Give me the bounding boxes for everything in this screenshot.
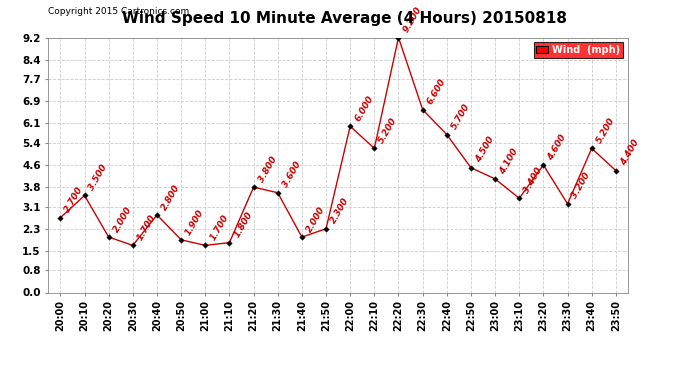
Text: 9.200: 9.200 — [402, 5, 424, 34]
Text: Copyright 2015 Cartronics.com: Copyright 2015 Cartronics.com — [48, 7, 190, 16]
Text: 2.300: 2.300 — [329, 196, 351, 225]
Text: 4.400: 4.400 — [619, 138, 641, 167]
Text: 3.500: 3.500 — [88, 163, 110, 192]
Text: 4.100: 4.100 — [498, 147, 520, 176]
Text: 2.000: 2.000 — [112, 205, 134, 234]
Text: 4.600: 4.600 — [546, 133, 569, 162]
Text: 5.200: 5.200 — [377, 116, 400, 145]
Text: 3.800: 3.800 — [257, 155, 279, 184]
Text: 1.800: 1.800 — [233, 210, 255, 239]
Text: 6.000: 6.000 — [353, 94, 375, 123]
Text: 5.700: 5.700 — [450, 102, 472, 131]
Text: 2.700: 2.700 — [63, 185, 86, 214]
Text: 5.200: 5.200 — [595, 116, 617, 145]
Text: 1.700: 1.700 — [136, 213, 158, 242]
Text: 1.900: 1.900 — [184, 207, 206, 237]
Text: 3.400: 3.400 — [522, 166, 544, 195]
Text: 6.600: 6.600 — [426, 77, 448, 106]
Text: 2.000: 2.000 — [305, 205, 327, 234]
Text: 2.800: 2.800 — [160, 183, 182, 212]
Legend: Wind  (mph): Wind (mph) — [533, 42, 623, 58]
Text: Wind Speed 10 Minute Average (4 Hours) 20150818: Wind Speed 10 Minute Average (4 Hours) 2… — [123, 11, 567, 26]
Text: 1.700: 1.700 — [208, 213, 230, 242]
Text: 3.200: 3.200 — [571, 171, 593, 201]
Text: 4.500: 4.500 — [474, 135, 496, 165]
Text: 3.600: 3.600 — [281, 160, 303, 189]
